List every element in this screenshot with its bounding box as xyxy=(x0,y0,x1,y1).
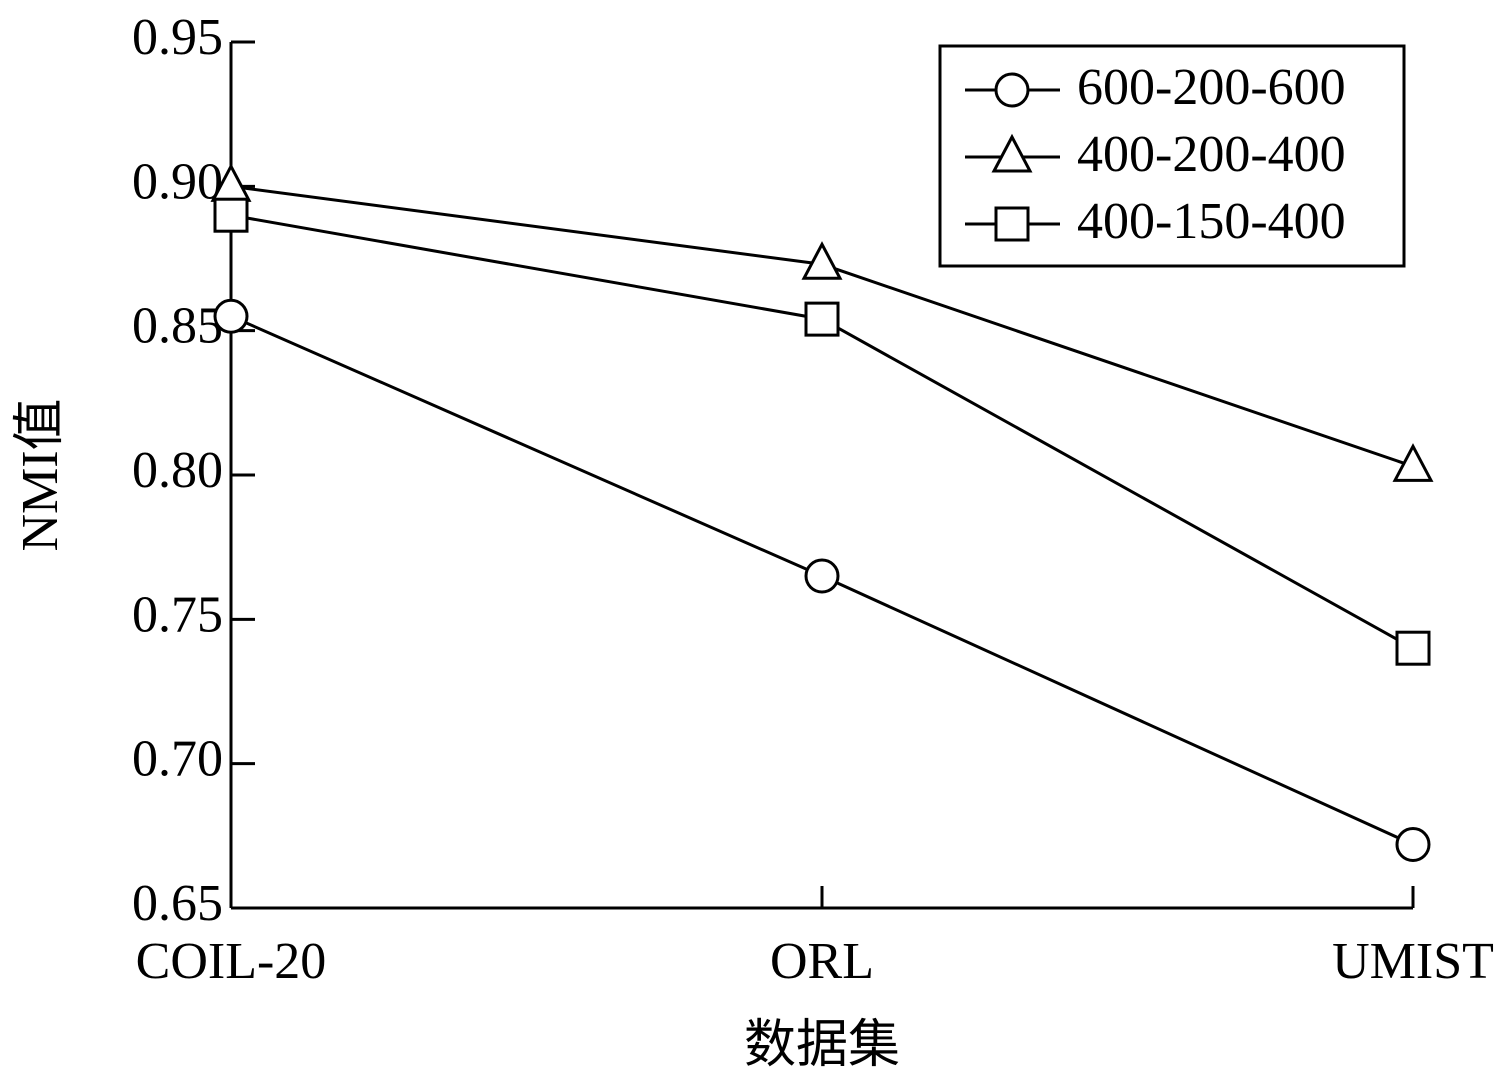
legend-label: 600-200-600 xyxy=(1077,59,1346,116)
y-tick-label: 0.70 xyxy=(132,731,223,788)
marker xyxy=(1392,443,1434,482)
legend-label: 400-150-400 xyxy=(1077,193,1346,250)
x-axis-label: 数据集 xyxy=(744,1017,900,1074)
marker xyxy=(1395,630,1431,666)
y-tick-label: 0.85 xyxy=(132,298,223,355)
marker xyxy=(804,301,840,337)
y-tick-label: 0.90 xyxy=(132,153,223,210)
y-axis-label: NMI值 xyxy=(12,398,69,551)
marker xyxy=(804,558,840,594)
y-tick-label: 0.95 xyxy=(132,9,223,66)
marker xyxy=(1395,826,1431,862)
y-tick-label: 0.65 xyxy=(132,875,223,932)
y-tick-label: 0.80 xyxy=(132,442,223,499)
marker xyxy=(801,241,843,280)
x-tick-label: UMIST xyxy=(1332,933,1494,990)
x-tick-label: COIL-20 xyxy=(136,933,327,990)
x-tick-label: ORL xyxy=(770,933,874,990)
marker xyxy=(994,72,1030,108)
legend-label: 400-200-400 xyxy=(1077,126,1346,183)
marker xyxy=(991,133,1033,173)
y-tick-label: 0.75 xyxy=(132,586,223,643)
marker xyxy=(213,298,249,334)
marker xyxy=(994,206,1030,242)
marker xyxy=(213,197,249,233)
